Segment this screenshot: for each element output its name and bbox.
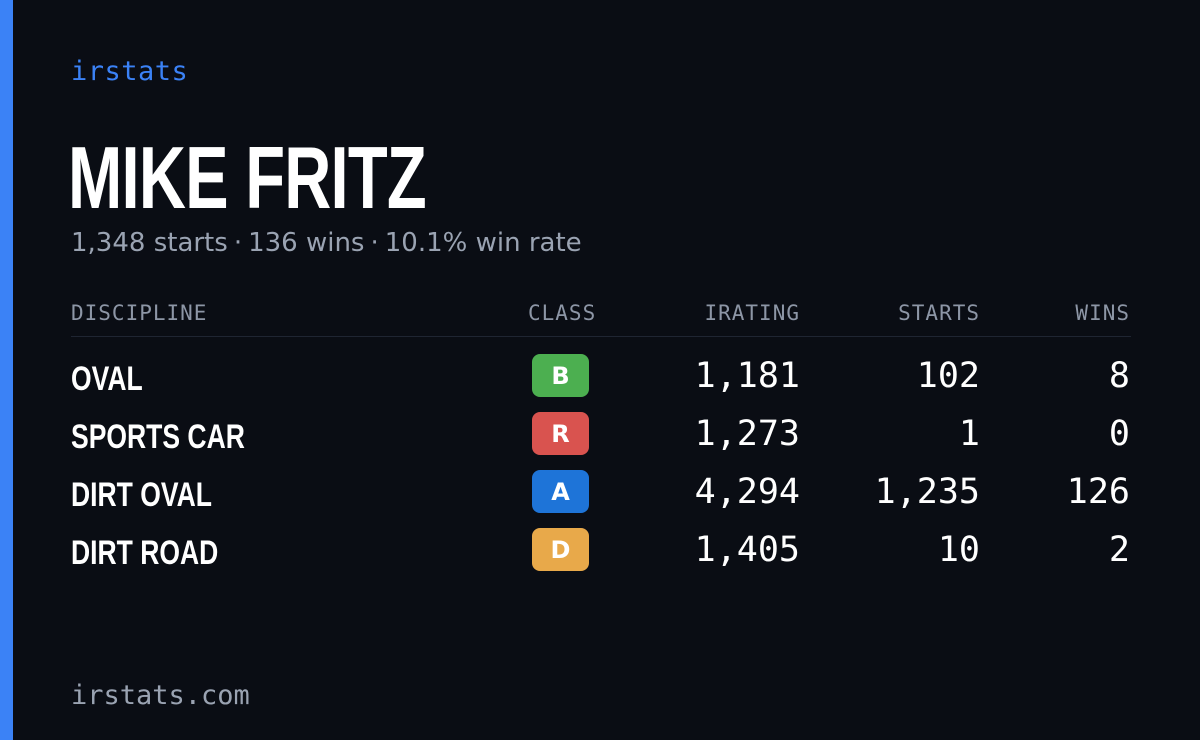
table-row: OVAL B 1,181 102 8: [71, 352, 1131, 410]
header-discipline: DISCIPLINE: [71, 301, 208, 325]
row-discipline: DIRT OVAL: [71, 476, 212, 514]
summary-starts: 1,348 starts: [71, 228, 228, 258]
row-wins: 2: [1108, 530, 1130, 570]
summary-separator: ·: [370, 228, 379, 258]
row-starts: 1,235: [874, 472, 980, 512]
discipline-table: DISCIPLINE CLASS IRATING STARTS WINS OVA…: [71, 296, 1131, 572]
footer-domain: irstats.com: [71, 680, 250, 711]
table-header: DISCIPLINE CLASS IRATING STARTS WINS: [71, 296, 1131, 337]
row-discipline: DIRT ROAD: [71, 534, 219, 572]
header-starts: STARTS: [898, 301, 980, 325]
table-row: DIRT OVAL A 4,294 1,235 126: [71, 468, 1131, 526]
row-wins: 8: [1108, 356, 1130, 396]
row-discipline: SPORTS CAR: [71, 418, 245, 456]
class-badge: B: [532, 354, 589, 397]
brand-logo: irstats: [71, 56, 189, 87]
row-irating: 4,294: [694, 472, 800, 512]
header-wins: WINS: [1075, 301, 1130, 325]
table-row: DIRT ROAD D 1,405 10 2: [71, 526, 1131, 584]
row-irating: 1,405: [694, 530, 800, 570]
class-badge: A: [532, 470, 589, 513]
class-badge: R: [532, 412, 589, 455]
table-row: SPORTS CAR R 1,273 1 0: [71, 410, 1131, 468]
accent-bar: [0, 0, 13, 740]
row-starts: 10: [937, 530, 980, 570]
row-irating: 1,181: [694, 356, 800, 396]
header-class: CLASS: [528, 301, 597, 325]
table-body: OVAL B 1,181 102 8 SPORTS CAR R 1,273 1 …: [71, 352, 1131, 584]
summary-wins: 136 wins: [248, 228, 365, 258]
class-badge: D: [532, 528, 589, 571]
driver-summary: 1,348 starts · 136 wins · 10.1% win rate: [71, 228, 582, 258]
summary-separator: ·: [233, 228, 243, 258]
row-starts: 102: [916, 356, 980, 396]
row-wins: 0: [1108, 414, 1130, 454]
driver-name: MIKE FRITZ: [68, 128, 427, 227]
row-irating: 1,273: [694, 414, 800, 454]
row-starts: 1: [958, 414, 980, 454]
row-wins: 126: [1066, 472, 1130, 512]
row-discipline: OVAL: [71, 360, 143, 398]
header-irating: IRATING: [704, 301, 800, 325]
summary-win-rate: 10.1% win rate: [384, 228, 582, 258]
